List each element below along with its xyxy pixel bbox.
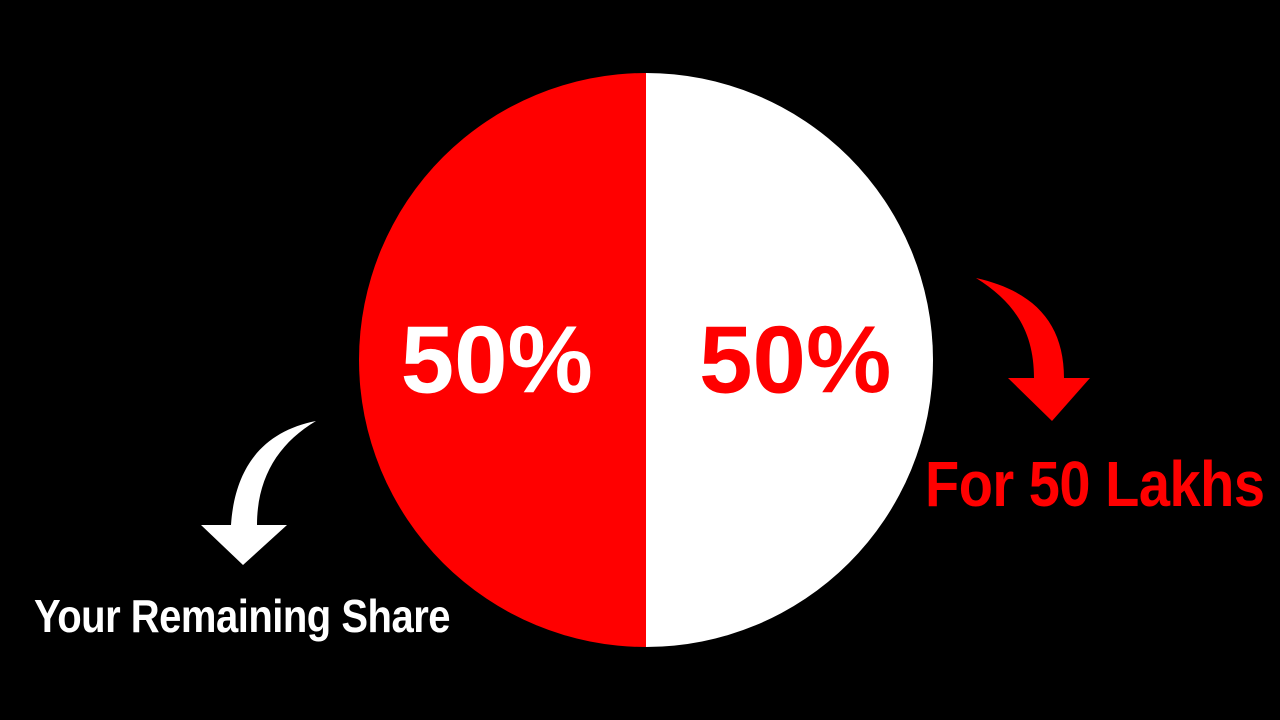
pie-slice-1 (359, 73, 646, 647)
callout-label-remaining-share: Your Remaining Share (34, 591, 451, 643)
pie-slice-label-2: 50% (699, 307, 891, 414)
curved-down-arrow-icon (201, 421, 316, 565)
pie-slice-2 (646, 73, 933, 647)
curved-down-arrow-icon (976, 278, 1090, 421)
pie-slice-label-1: 50% (401, 307, 593, 414)
callout-label-for-50-lakhs: For 50 Lakhs (925, 447, 1265, 520)
